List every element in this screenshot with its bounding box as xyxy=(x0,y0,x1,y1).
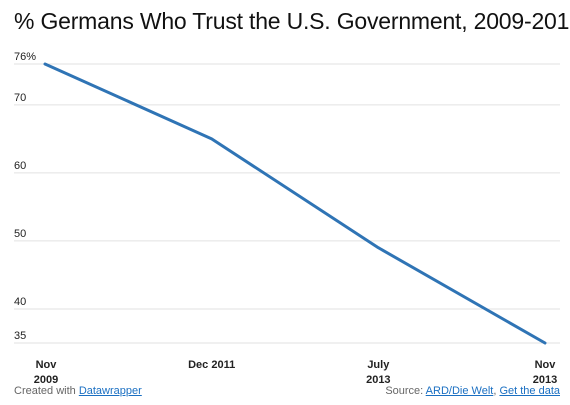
credit-prefix: Created with xyxy=(14,385,79,397)
y-tick-label: 70 xyxy=(14,92,26,104)
y-tick-label: 35 xyxy=(14,330,26,342)
credit-note: Created with Datawrapper xyxy=(14,385,142,397)
y-tick-label: 50 xyxy=(14,228,26,240)
x-tick-label: Nov 2009 xyxy=(34,359,58,386)
x-tick-label: July 2013 xyxy=(366,359,390,386)
y-tick-label: 60 xyxy=(14,160,26,172)
source-separator: , xyxy=(493,385,500,397)
y-tick-label: 40 xyxy=(14,296,26,308)
get-data-link[interactable]: Get the data xyxy=(499,385,560,397)
series-layer xyxy=(43,62,547,345)
series-line xyxy=(43,62,547,345)
source-prefix: Source: xyxy=(385,385,426,397)
y-tick-label: 76% xyxy=(14,51,36,63)
datawrapper-link[interactable]: Datawrapper xyxy=(78,385,142,397)
source-note: Source: ARD/Die Welt, Get the data xyxy=(385,385,560,397)
x-tick-label: Dec 2011 xyxy=(188,359,235,371)
source-link[interactable]: ARD/Die Welt xyxy=(425,385,494,397)
gridlines xyxy=(14,63,560,344)
chart-title: % Germans Who Trust the U.S. Government,… xyxy=(14,8,570,34)
x-tick-label: Nov 2013 xyxy=(533,359,557,386)
y-axis-ticks: 35 40 50 60 70 76% xyxy=(14,51,36,342)
x-axis-ticks: Nov 2009 Dec 2011 July 2013 Nov 2013 xyxy=(34,359,557,386)
